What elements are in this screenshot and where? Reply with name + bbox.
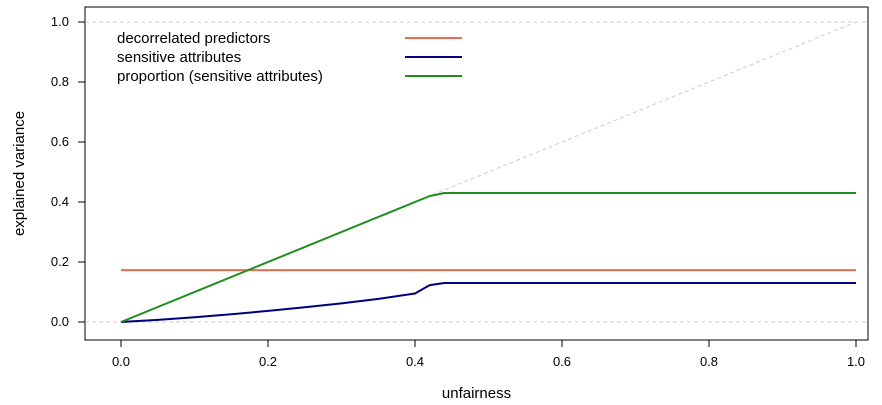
y-tick-label: 0.2 [51,254,69,269]
x-axis: 0.0 0.2 0.4 0.6 0.8 1.0 [112,339,865,369]
x-tick-label: 0.4 [406,354,424,369]
y-axis-title: explained variance [11,111,28,236]
reference-lines [85,21,868,323]
reference-line-identity [120,21,857,323]
legend: decorrelated predictors sensitive attribu… [117,30,462,85]
legend-label: decorrelated predictors [117,30,270,47]
x-tick-label: 0.6 [553,354,571,369]
series-line-2 [120,282,856,323]
y-tick-label: 0.4 [51,194,69,209]
legend-label: proportion (sensitive attributes) [117,68,323,85]
y-tick-label: 1.0 [51,14,69,29]
y-axis: 0.0 0.2 0.4 0.6 0.8 1.0 [51,14,86,329]
y-tick-label: 0.8 [51,74,69,89]
series-lines [120,192,856,323]
legend-label: sensitive attributes [117,49,241,66]
x-tick-label: 0.2 [259,354,277,369]
x-tick-label: 0.0 [112,354,130,369]
y-tick-label: 0.6 [51,134,69,149]
y-tick-label: 0.0 [51,314,69,329]
x-tick-label: 1.0 [847,354,865,369]
x-axis-title: unfairness [442,385,511,402]
x-tick-label: 0.8 [700,354,718,369]
series-line-3 [120,192,856,323]
